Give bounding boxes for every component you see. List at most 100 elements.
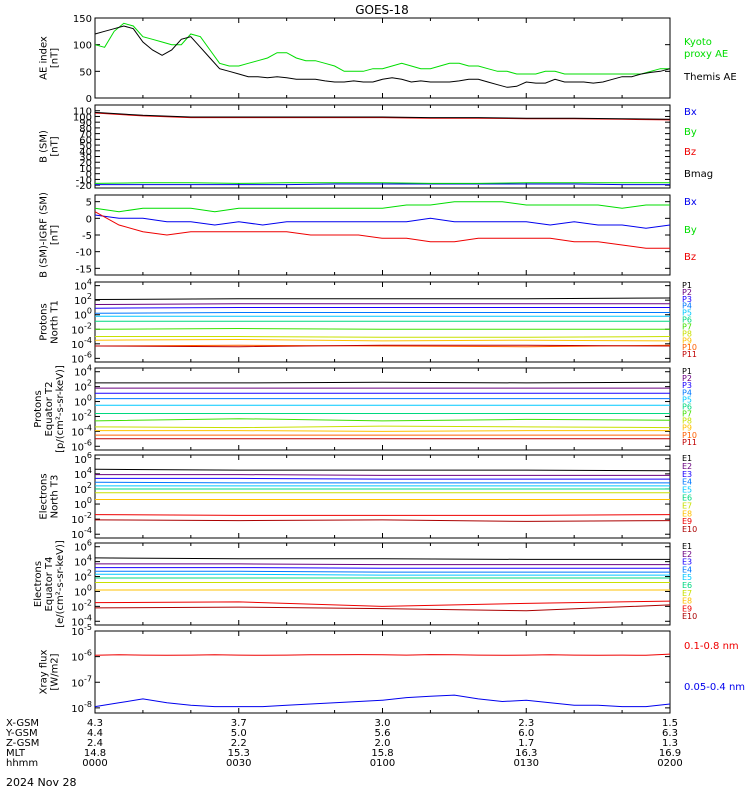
legend-item: Bmag: [684, 169, 713, 180]
footer-value: 0100: [370, 758, 395, 769]
series-line-e3: [95, 567, 670, 569]
panel-bigrf: -15 -10 -5 0 5 B (SM)-IGRF (SM) [nT] Bx By Bz: [39, 192, 697, 278]
footer-row-label: hhmm: [6, 758, 38, 769]
footer-row-label: MLT: [6, 748, 26, 759]
y-axis-title: [e/(cm²-s-sr-keV)]: [55, 540, 66, 628]
y-axis-title: [W/m2]: [50, 653, 61, 690]
footer-value: 0030: [226, 758, 251, 769]
y-axis-title: Xray flux: [39, 650, 50, 695]
legend-item: E1: [682, 542, 692, 551]
footer-value: 15.8: [371, 748, 393, 759]
legend-item: P10: [682, 431, 697, 440]
footer-value: 0130: [514, 758, 539, 769]
y-tick-label: 100: [74, 394, 92, 409]
footer-value: 2.0: [375, 738, 391, 749]
y-axis-title: B (SM)-IGRF (SM): [39, 192, 50, 278]
y-axis-title: Protons: [39, 303, 50, 340]
y-axis-title: Electrons: [33, 561, 44, 607]
legend-item: P3: [682, 295, 692, 304]
footer-value: 5.6: [375, 728, 391, 739]
footer-value: 1.7: [518, 738, 534, 749]
legend-item: P9: [682, 336, 692, 345]
y-tick-label: 150: [73, 14, 92, 25]
series-line-bz: [94, 211, 670, 249]
series-line-p3: [94, 307, 670, 309]
footer-value: 3.7: [231, 718, 247, 729]
legend-item: P10: [682, 343, 697, 352]
legend-item: E4: [682, 478, 692, 487]
y-tick-label: 100: [73, 41, 92, 52]
legend-item: P1: [682, 281, 692, 290]
y-tick-label: -10: [76, 175, 92, 186]
y-tick-label: 10-7: [71, 674, 92, 689]
panel-frame: [94, 454, 671, 539]
series-line-bx: [95, 183, 670, 186]
footer-value: 2.2: [231, 738, 247, 749]
y-axis-title: North T1: [50, 300, 61, 344]
legend-item: proxy AE: [684, 49, 728, 60]
series-line-p4: [94, 312, 670, 314]
series-line-e4: [95, 570, 670, 573]
legend: 0.1-0.8 nm 0.05-0.4 nm: [684, 641, 745, 693]
legend-item: P5: [682, 309, 692, 318]
series-line-p8: [94, 425, 671, 429]
y-tick-label: 10-6: [71, 350, 92, 365]
footer-value: 2.3: [518, 718, 534, 729]
y-tick-label: 102: [74, 379, 92, 394]
legend-item: P2: [682, 374, 692, 383]
legend-item: E8: [682, 597, 692, 606]
panel-frame: [94, 194, 671, 276]
y-tick-label: -5: [82, 231, 92, 242]
legend-item: E7: [682, 589, 692, 598]
footer-value: 6.0: [518, 728, 534, 739]
y-tick-label: 10-6: [71, 438, 92, 453]
legend-item: E9: [682, 517, 692, 526]
plot-title: GOES-18: [355, 3, 409, 17]
y-tick-label: 102: [74, 569, 92, 584]
y-tick-label: 102: [74, 481, 92, 496]
y-axis-title: North T3: [50, 475, 61, 519]
series-line-p7: [94, 418, 671, 422]
ephemeris-footer: X-GSM 4.3 3.7 3.0 2.3 1.5 Y-GSM 4.4 5.0 5.6 6.0 6.3…: [5, 718, 683, 769]
y-tick-label: 60: [79, 135, 92, 146]
legend-item: P9: [682, 424, 692, 433]
y-axis-title: Equator T2: [44, 382, 55, 437]
legend-item: Bz: [684, 147, 696, 158]
legend-item: E8: [682, 509, 692, 518]
y-tick-label: 0: [86, 170, 92, 181]
y-tick-label: 90: [79, 118, 92, 129]
y-tick-label: 30: [79, 153, 92, 164]
y-tick-label: 40: [79, 147, 92, 158]
y-tick-label: 104: [74, 278, 92, 293]
panel-frame: [94, 367, 671, 451]
y-axis-title: Equator T4: [44, 557, 55, 612]
legend-item: P3: [682, 381, 692, 390]
series-line-p1: [95, 381, 671, 384]
footer-row-label: X-GSM: [6, 718, 39, 729]
y-tick-label: -20: [76, 181, 92, 192]
series-line-e1: [94, 468, 671, 472]
legend-item: P8: [682, 329, 692, 338]
legend-item: By: [684, 225, 697, 236]
legend-item: P7: [682, 322, 692, 331]
legend-item: 0.1-0.8 nm: [684, 641, 739, 652]
y-axis-title: [nT]: [50, 136, 61, 156]
panel-frame: [94, 542, 671, 626]
y-tick-label: 0: [86, 94, 92, 105]
legend-item: E6: [682, 581, 692, 590]
y-tick-label: 20: [79, 158, 92, 169]
series-line-e9: [94, 600, 671, 607]
y-tick-label: 10: [79, 164, 92, 175]
series-line-0-05-0-4-nm: [94, 694, 671, 708]
